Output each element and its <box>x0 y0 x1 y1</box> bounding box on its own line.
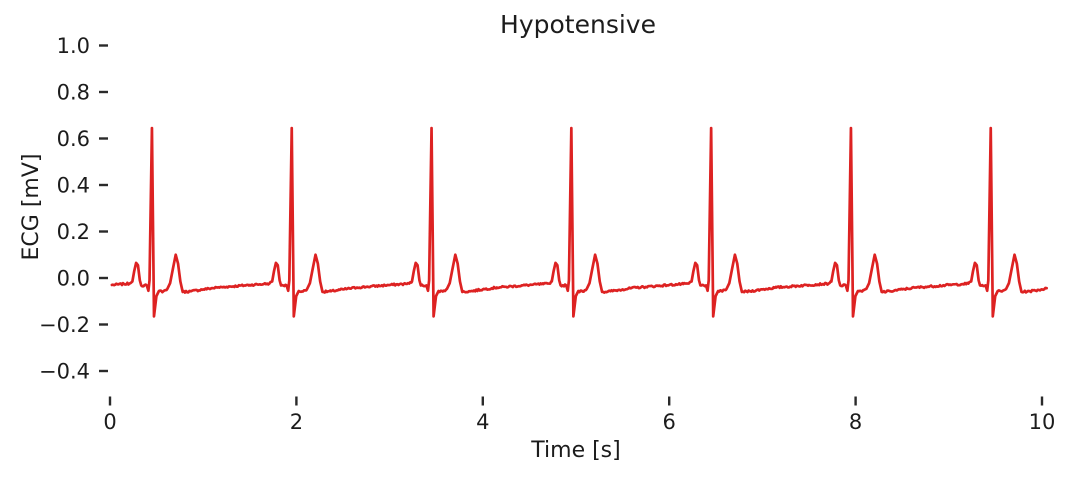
chart-title: Hypotensive <box>500 10 656 39</box>
ecg-trace <box>110 126 1049 318</box>
x-tick-label: 2 <box>290 410 303 434</box>
x-tick-label: 10 <box>1029 410 1056 434</box>
y-tick-label: 0.6 <box>57 127 90 151</box>
y-tick-label: 0.2 <box>57 220 90 244</box>
x-axis-ticks: 0 2 4 6 8 10 <box>103 396 1056 434</box>
y-tick-label: 0.0 <box>57 267 90 291</box>
x-tick-label: 4 <box>476 410 489 434</box>
y-tick-label: −0.2 <box>39 313 90 337</box>
y-tick-label: 0.4 <box>57 174 90 198</box>
y-tick-label: 0.8 <box>57 81 90 105</box>
y-tick-label: 1.0 <box>57 34 90 58</box>
x-tick-label: 0 <box>103 410 116 434</box>
y-tick-label: −0.4 <box>39 360 90 384</box>
x-tick-label: 6 <box>663 410 676 434</box>
y-axis-label: ECG [mV] <box>19 154 44 261</box>
y-axis-ticks: 1.0 0.8 0.6 0.4 0.2 0.0 −0.2 −0.4 <box>39 34 108 384</box>
x-tick-label: 8 <box>849 410 862 434</box>
x-axis-label: Time [s] <box>530 438 620 463</box>
